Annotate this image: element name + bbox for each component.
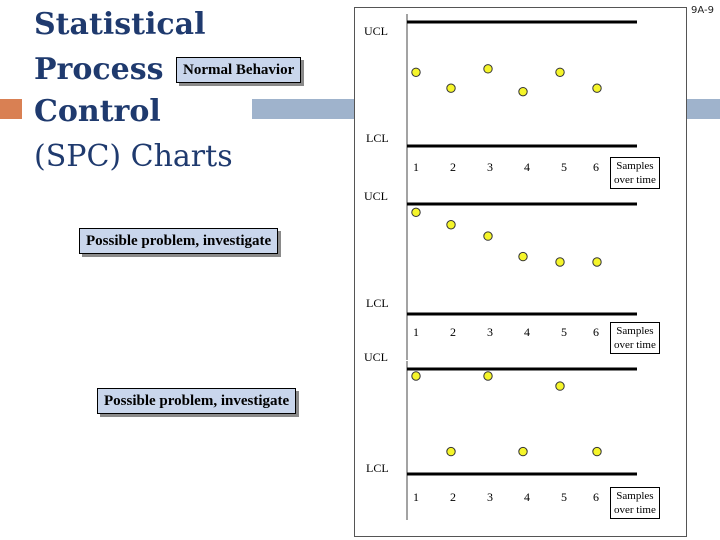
data-point	[518, 251, 528, 262]
data-point	[411, 207, 421, 218]
data-point	[592, 83, 602, 93]
lcl-label: LCL	[366, 296, 389, 310]
callout-possible-problem-2: Possible problem, investigate	[97, 388, 297, 414]
title-line-1: Statistical	[34, 7, 206, 42]
title-line-3: Control	[34, 94, 161, 129]
data-point	[446, 446, 456, 457]
x-tick-label: 1	[413, 325, 419, 339]
ucl-label: UCL	[364, 24, 388, 38]
samples-label-line: over time	[614, 174, 656, 186]
x-tick-label: 2	[450, 490, 456, 504]
data-point	[446, 220, 456, 230]
accent-bar-orange	[0, 99, 22, 119]
data-point	[411, 67, 421, 78]
data-point	[483, 64, 493, 74]
data-point	[518, 86, 528, 97]
data-point	[411, 371, 421, 381]
samples-over-time-label: Samples over time	[610, 157, 660, 189]
ucl-label: UCL	[364, 189, 388, 203]
x-tick-label: 5	[561, 325, 567, 339]
samples-label-line: over time	[614, 504, 656, 516]
data-point	[555, 67, 565, 78]
data-point	[518, 446, 528, 457]
title-line-4: (SPC) Charts	[34, 139, 233, 174]
samples-label-line: Samples	[616, 490, 654, 502]
title-line-2: Process	[34, 52, 164, 87]
lcl-label: LCL	[366, 131, 389, 145]
data-point	[592, 257, 602, 267]
samples-over-time-label: Samples over time	[610, 322, 660, 354]
data-point	[483, 371, 493, 381]
samples-label-line: Samples	[616, 325, 654, 337]
ucl-label: UCL	[364, 350, 388, 364]
samples-label-line: over time	[614, 339, 656, 351]
x-tick-label: 3	[487, 160, 493, 174]
x-tick-label: 5	[561, 160, 567, 174]
x-tick-label: 2	[450, 160, 456, 174]
lcl-label: LCL	[366, 461, 389, 475]
x-tick-label: 6	[593, 160, 599, 174]
x-tick-label: 3	[487, 325, 493, 339]
x-tick-label: 2	[450, 325, 456, 339]
x-tick-label: 1	[413, 490, 419, 504]
data-point	[555, 257, 565, 267]
x-tick-label: 3	[487, 490, 493, 504]
slide-number: 9A-9	[691, 5, 714, 16]
x-tick-label: 4	[524, 160, 530, 174]
samples-over-time-label: Samples over time	[610, 487, 660, 519]
data-point	[483, 231, 493, 241]
x-tick-label: 4	[524, 325, 530, 339]
x-tick-label: 5	[561, 490, 567, 504]
data-point	[592, 446, 602, 457]
x-tick-label: 6	[593, 490, 599, 504]
data-point	[555, 381, 565, 391]
x-tick-label: 1	[413, 160, 419, 174]
data-point	[446, 83, 456, 93]
samples-label-line: Samples	[616, 160, 654, 172]
callout-normal-behavior: Normal Behavior	[176, 57, 302, 83]
x-tick-label: 6	[593, 325, 599, 339]
x-tick-label: 4	[524, 490, 530, 504]
callout-possible-problem-1: Possible problem, investigate	[79, 228, 279, 254]
